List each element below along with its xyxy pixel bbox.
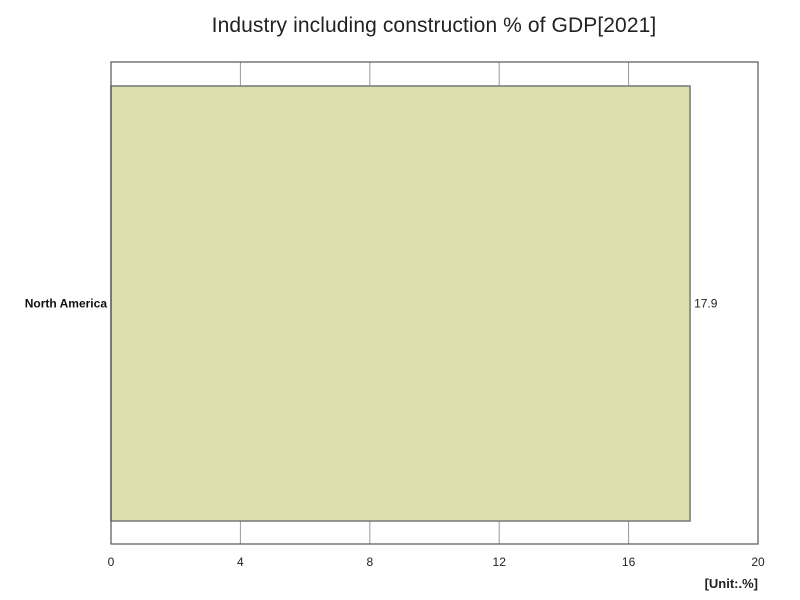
x-tick-label: 20 (751, 555, 765, 569)
plot-frame (110, 61, 759, 545)
data-label: 17.9 (694, 297, 718, 311)
bars (110, 85, 691, 522)
unit-label: [Unit:.%] (704, 576, 758, 591)
x-tick-label: 4 (237, 555, 244, 569)
x-tick-label: 0 (108, 555, 115, 569)
x-tick-label: 16 (622, 555, 636, 569)
x-tick-label: 8 (366, 555, 373, 569)
x-tick-label: 12 (493, 555, 507, 569)
x-axis-ticks: 0 4 8 12 16 20 (108, 555, 765, 569)
category-label: North America (25, 297, 108, 311)
gridlines (239, 62, 630, 544)
y-axis-categories: North America (25, 297, 108, 311)
data-labels: 17.9 (694, 297, 718, 311)
bar (110, 85, 691, 522)
chart-title: Industry including construction % of GDP… (211, 14, 657, 37)
